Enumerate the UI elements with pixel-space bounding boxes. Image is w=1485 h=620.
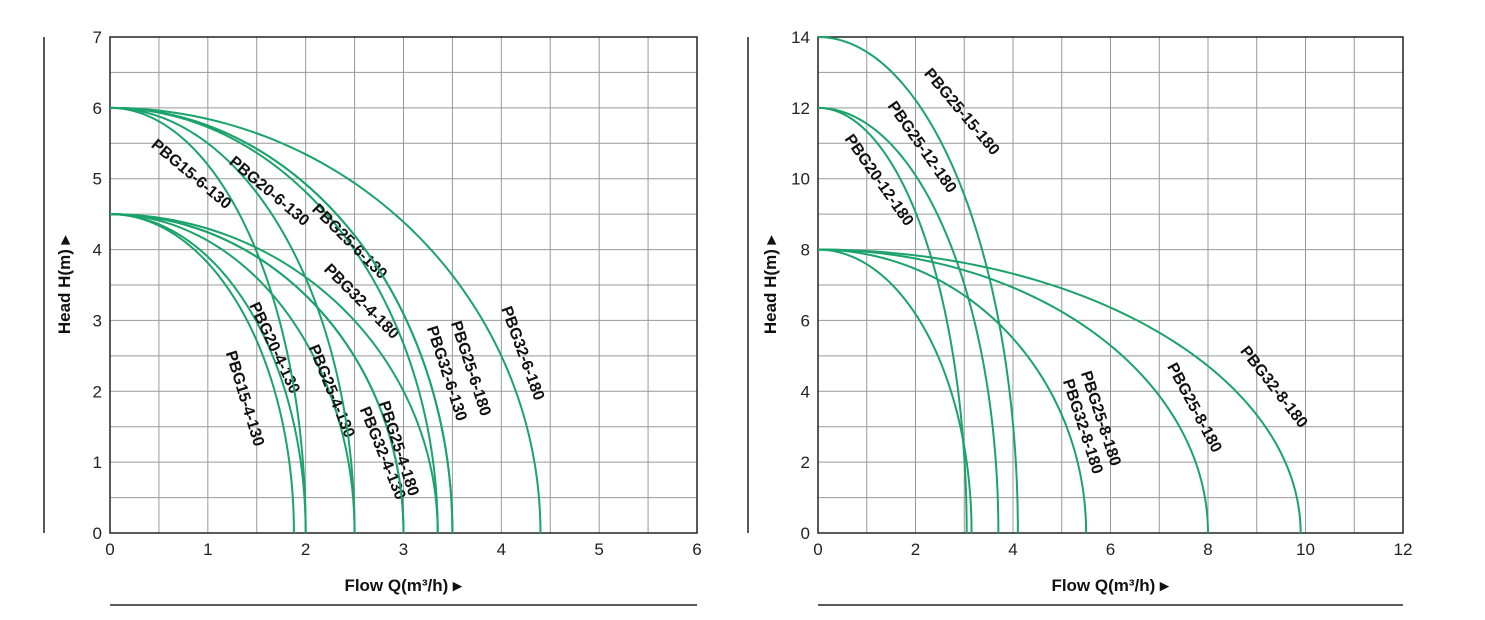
x-tick-label: 6 [1106, 540, 1115, 559]
series-label: PBG20-6-130 [226, 153, 313, 230]
series-label: PBG25-15-180 [920, 65, 1002, 158]
x-tick-label: 3 [399, 540, 408, 559]
x-tick-label: 10 [1296, 540, 1315, 559]
y-axis-label: Head H(m) ▸ [55, 234, 74, 334]
series-curve [817, 248, 973, 534]
series-curve [109, 106, 439, 534]
x-tick-label: 6 [692, 540, 701, 559]
series-curve [109, 106, 542, 534]
series-curve [817, 248, 1088, 534]
right-chart: 0 2 4 6 8 10 12 0 2 4 6 8 10 12 14 Flow Q(m³/h) ▸ Head H… [747, 28, 1413, 606]
series-label: PBG15-6-130 [148, 136, 235, 213]
y-axis-label: Head H(m) ▸ [761, 234, 780, 334]
series-curve [109, 213, 307, 534]
y-tick-label: 6 [93, 99, 102, 118]
series-curve [817, 248, 1302, 534]
x-tick-label: 12 [1394, 540, 1413, 559]
x-tick-label: 4 [497, 540, 506, 559]
y-tick-label: 12 [791, 99, 810, 118]
x-tick-label: 1 [203, 540, 212, 559]
y-tick-label: 3 [93, 311, 102, 330]
series-curve [109, 106, 454, 534]
x-tick-label: 0 [105, 540, 114, 559]
series-label: PBG25-6-130 [308, 201, 390, 283]
series-label: PBG15-4-130 [222, 349, 267, 448]
x-tick-label: 5 [594, 540, 603, 559]
series-curve [817, 106, 968, 534]
x-tick-label: 0 [813, 540, 822, 559]
series-curve [817, 248, 1209, 534]
y-tick-label: 2 [801, 453, 810, 472]
y-tick-label: 14 [791, 28, 810, 47]
x-tick-label: 8 [1203, 540, 1212, 559]
x-tick-label: 2 [301, 540, 310, 559]
series-curve [109, 213, 356, 534]
x-tick-label: 4 [1008, 540, 1017, 559]
y-tick-label: 10 [791, 170, 810, 189]
series-label: PBG32-4-180 [320, 261, 402, 343]
y-tick-label: 5 [93, 170, 102, 189]
series-label: PBG25-8-180 [1163, 360, 1224, 455]
series-label: PBG32-6-180 [497, 304, 547, 403]
y-tick-label: 0 [801, 524, 810, 543]
y-tick-label: 2 [93, 382, 102, 401]
y-tick-label: 6 [801, 311, 810, 330]
series-curve [817, 36, 1019, 534]
grid [817, 36, 1404, 534]
x-axis-label: Flow Q(m³/h) ▸ [344, 576, 463, 595]
x-tick-label: 2 [911, 540, 920, 559]
series-curve [817, 106, 1000, 534]
x-axis-label: Flow Q(m³/h) ▸ [1051, 576, 1170, 595]
series-curve [109, 213, 439, 534]
y-tick-label: 1 [93, 453, 102, 472]
series-curve [109, 106, 356, 534]
series-curve [109, 106, 307, 534]
y-tick-label: 0 [93, 524, 102, 543]
series-curve [109, 213, 295, 534]
series-label: PBG20-4-130 [246, 300, 303, 397]
y-tick-label: 4 [801, 382, 810, 401]
y-tick-label: 4 [93, 241, 102, 260]
y-tick-label: 7 [93, 28, 102, 47]
plot-frame [817, 36, 1404, 534]
left-chart: 0 1 2 3 4 5 6 0 1 2 3 4 5 6 7 Flow Q(m³/h) ▸ Head H(m) ▸… [43, 28, 702, 606]
y-tick-label: 8 [801, 241, 810, 260]
